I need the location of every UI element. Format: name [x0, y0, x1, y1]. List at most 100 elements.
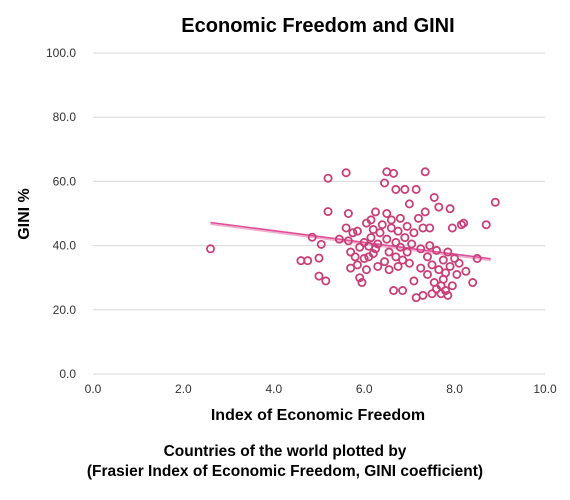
data-point	[438, 255, 448, 265]
data-point	[472, 253, 482, 263]
data-point	[427, 260, 437, 270]
data-point	[429, 192, 439, 202]
data-point	[420, 167, 430, 177]
data-point	[445, 261, 455, 271]
caption-line-2: (Frasier Index of Economic Freedom, GINI…	[87, 463, 483, 480]
data-point	[382, 234, 392, 244]
data-point	[422, 252, 432, 262]
data-point	[341, 168, 351, 178]
data-point	[352, 226, 362, 236]
data-point	[400, 233, 410, 243]
data-point	[411, 184, 421, 194]
data-point	[409, 228, 419, 238]
data-point	[380, 178, 390, 188]
data-point	[357, 278, 367, 288]
data-point	[341, 223, 351, 233]
data-point	[393, 226, 403, 236]
data-point	[389, 168, 399, 178]
chart-title: Economic Freedom and GINI	[181, 15, 454, 37]
data-point	[373, 261, 383, 271]
y-tick-label: 40.0	[53, 239, 77, 253]
data-point	[409, 276, 419, 286]
data-point	[359, 253, 369, 263]
y-axis-label: GINI %	[16, 188, 33, 240]
data-point	[314, 253, 324, 263]
data-point	[343, 236, 353, 246]
data-point	[391, 252, 401, 262]
data-point	[368, 225, 378, 235]
y-tick-label: 60.0	[53, 174, 77, 188]
data-point	[323, 173, 333, 183]
data-point	[468, 278, 478, 288]
data-point	[355, 273, 365, 283]
data-points	[206, 167, 500, 303]
data-point	[346, 263, 356, 273]
data-point	[206, 244, 216, 254]
x-tick-label: 2.0	[175, 382, 192, 396]
data-point	[427, 289, 437, 299]
data-point	[350, 252, 360, 262]
data-point	[404, 258, 414, 268]
data-point	[432, 245, 442, 255]
data-point	[395, 242, 405, 252]
data-point	[389, 286, 399, 296]
data-point	[375, 228, 385, 238]
data-point	[400, 184, 410, 194]
data-point	[370, 244, 380, 254]
data-point	[382, 208, 392, 218]
data-point	[402, 247, 412, 257]
y-tick-label: 80.0	[53, 110, 77, 124]
data-point	[454, 258, 464, 268]
data-point	[404, 199, 414, 209]
data-point	[416, 244, 426, 254]
data-point	[373, 239, 383, 249]
data-point	[366, 215, 376, 225]
data-point	[384, 265, 394, 275]
y-tick-label: 20.0	[53, 303, 77, 317]
data-point	[447, 281, 457, 291]
data-point	[490, 197, 500, 207]
data-point	[366, 233, 376, 243]
data-point	[391, 184, 401, 194]
data-point	[380, 257, 390, 267]
data-point	[441, 268, 451, 278]
data-point	[343, 208, 353, 218]
data-point	[443, 290, 453, 300]
data-point	[461, 266, 471, 276]
y-tick-label: 100.0	[46, 46, 76, 60]
data-point	[352, 260, 362, 270]
data-point	[450, 253, 460, 263]
data-point	[434, 265, 444, 275]
gridlines	[93, 52, 545, 375]
data-point	[445, 204, 455, 214]
data-point	[307, 232, 317, 242]
data-point	[314, 271, 324, 281]
y-tick-labels: 0.0 20.0 40.0 60.0 80.0 100.0	[46, 46, 76, 381]
data-point	[398, 286, 408, 296]
caption-line-1: Countries of the world plotted by	[164, 443, 407, 460]
data-point	[395, 213, 405, 223]
x-tick-label: 0.0	[85, 382, 102, 396]
x-tick-label: 4.0	[265, 382, 282, 396]
y-tick-label: 0.0	[59, 367, 76, 381]
data-point	[416, 263, 426, 273]
data-point	[377, 220, 387, 230]
data-point	[303, 256, 313, 266]
data-point	[361, 265, 371, 275]
data-point	[418, 290, 428, 300]
x-axis-label: Index of Economic Freedom	[211, 407, 425, 424]
x-tick-labels: 0.0 2.0 4.0 6.0 8.0 10.0	[85, 382, 557, 396]
data-point	[355, 242, 365, 252]
data-point	[425, 223, 435, 233]
data-point	[420, 207, 430, 217]
data-point	[368, 249, 378, 259]
data-point	[316, 239, 326, 249]
data-point	[323, 207, 333, 217]
data-point	[391, 237, 401, 247]
data-point	[321, 276, 331, 286]
data-point	[407, 239, 417, 249]
data-point	[348, 228, 358, 238]
data-point	[370, 207, 380, 217]
data-point	[384, 247, 394, 257]
data-point	[393, 261, 403, 271]
